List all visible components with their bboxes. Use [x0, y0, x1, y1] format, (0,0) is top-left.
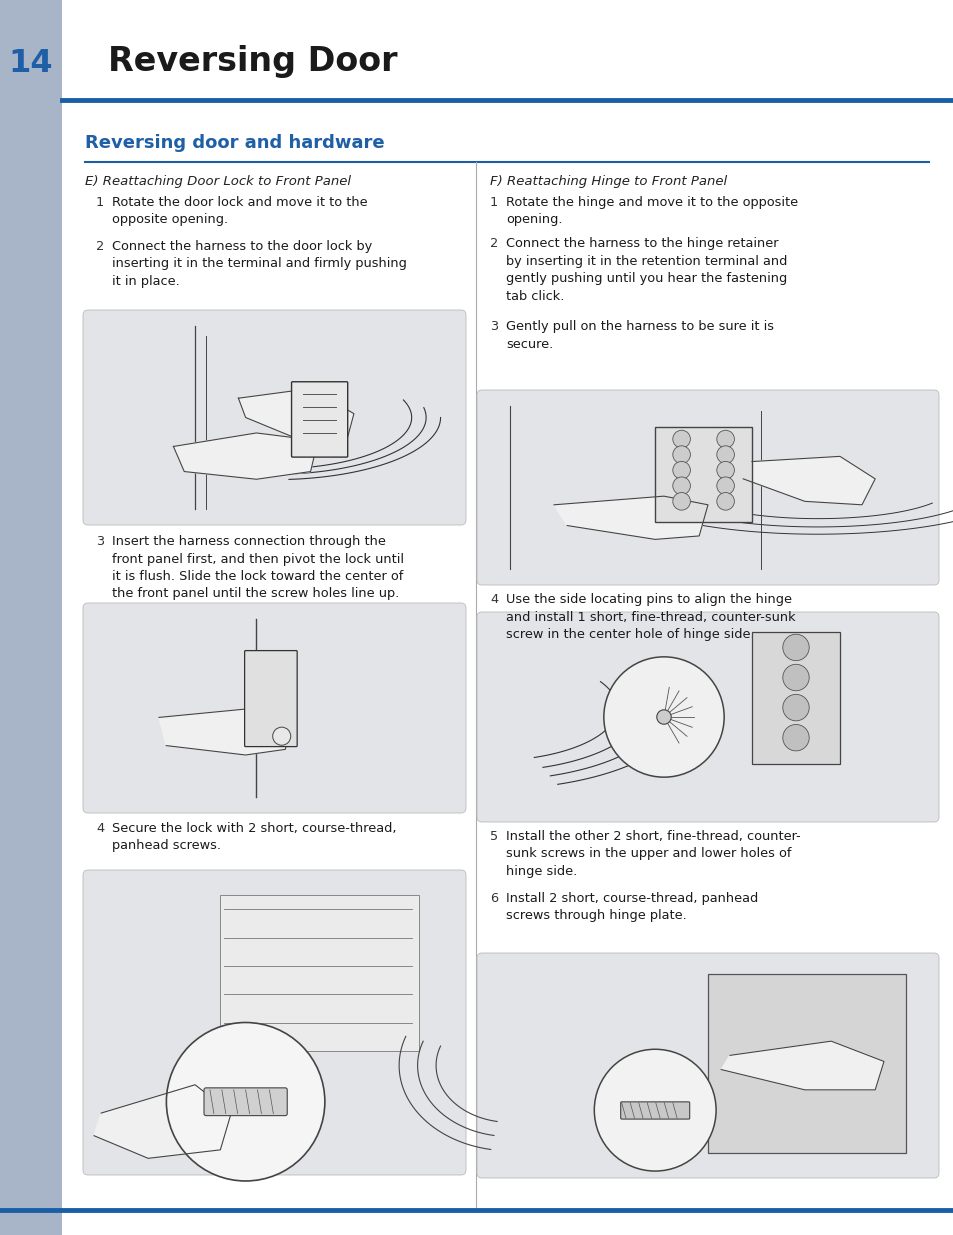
Text: E) Reattaching Door Lock to Front Panel: E) Reattaching Door Lock to Front Panel [85, 175, 351, 188]
FancyBboxPatch shape [83, 869, 465, 1174]
Circle shape [166, 1023, 325, 1181]
Text: Install the other 2 short, fine-thread, counter-
sunk screws in the upper and lo: Install the other 2 short, fine-thread, … [505, 830, 800, 878]
Circle shape [716, 462, 734, 479]
Polygon shape [720, 1041, 883, 1089]
Text: Connect the harness to the hinge retainer
by inserting it in the retention termi: Connect the harness to the hinge retaine… [505, 237, 786, 303]
FancyBboxPatch shape [292, 382, 347, 457]
Text: 3: 3 [490, 320, 497, 333]
FancyBboxPatch shape [83, 310, 465, 525]
Circle shape [672, 462, 690, 479]
Text: Reversing door and hardware: Reversing door and hardware [85, 135, 384, 152]
Circle shape [782, 664, 808, 690]
Circle shape [273, 727, 291, 745]
FancyBboxPatch shape [476, 390, 938, 585]
Circle shape [672, 430, 690, 448]
Text: 2: 2 [96, 240, 104, 253]
Text: Insert the harness connection through the
front panel first, and then pivot the : Insert the harness connection through th… [112, 535, 403, 600]
Text: Rotate the hinge and move it to the opposite
opening.: Rotate the hinge and move it to the oppo… [505, 196, 798, 226]
Circle shape [672, 493, 690, 510]
Text: 6: 6 [490, 892, 497, 905]
Polygon shape [742, 457, 874, 505]
Circle shape [672, 446, 690, 463]
Text: 4: 4 [96, 823, 104, 835]
FancyBboxPatch shape [204, 1088, 287, 1115]
Circle shape [716, 493, 734, 510]
Circle shape [603, 657, 723, 777]
Text: Gently pull on the harness to be sure it is
secure.: Gently pull on the harness to be sure it… [505, 320, 773, 351]
FancyBboxPatch shape [476, 953, 938, 1178]
FancyBboxPatch shape [476, 613, 938, 823]
Circle shape [672, 477, 690, 494]
Text: Use the side locating pins to align the hinge
and install 1 short, fine-thread, : Use the side locating pins to align the … [505, 593, 795, 641]
Text: 2: 2 [490, 237, 497, 249]
Polygon shape [94, 1084, 231, 1158]
Circle shape [716, 430, 734, 448]
FancyBboxPatch shape [0, 0, 62, 1235]
FancyBboxPatch shape [244, 651, 296, 747]
Polygon shape [173, 433, 317, 479]
Text: Install 2 short, course-thread, panhead
screws through hinge plate.: Install 2 short, course-thread, panhead … [505, 892, 758, 923]
Circle shape [716, 477, 734, 494]
Circle shape [782, 694, 808, 721]
Circle shape [782, 635, 808, 661]
FancyBboxPatch shape [620, 1102, 689, 1119]
Polygon shape [554, 496, 707, 540]
Circle shape [782, 725, 808, 751]
FancyBboxPatch shape [83, 603, 465, 813]
FancyBboxPatch shape [751, 632, 840, 764]
Polygon shape [159, 708, 293, 755]
Circle shape [656, 710, 671, 724]
Text: 5: 5 [490, 830, 497, 844]
Text: Secure the lock with 2 short, course-thread,
panhead screws.: Secure the lock with 2 short, course-thr… [112, 823, 396, 852]
Text: Rotate the door lock and move it to the
opposite opening.: Rotate the door lock and move it to the … [112, 196, 367, 226]
FancyBboxPatch shape [655, 427, 751, 522]
Text: Reversing Door: Reversing Door [108, 46, 397, 79]
Polygon shape [238, 389, 354, 441]
Text: F) Reattaching Hinge to Front Panel: F) Reattaching Hinge to Front Panel [490, 175, 726, 188]
FancyBboxPatch shape [220, 895, 418, 1051]
Text: 1: 1 [96, 196, 104, 209]
Text: 4: 4 [490, 593, 497, 606]
Text: 14: 14 [9, 47, 53, 79]
Text: 3: 3 [96, 535, 104, 548]
Text: 1: 1 [490, 196, 497, 209]
Text: Connect the harness to the door lock by
inserting it in the terminal and firmly : Connect the harness to the door lock by … [112, 240, 406, 288]
Circle shape [594, 1050, 716, 1171]
Circle shape [716, 446, 734, 463]
FancyBboxPatch shape [707, 974, 905, 1152]
